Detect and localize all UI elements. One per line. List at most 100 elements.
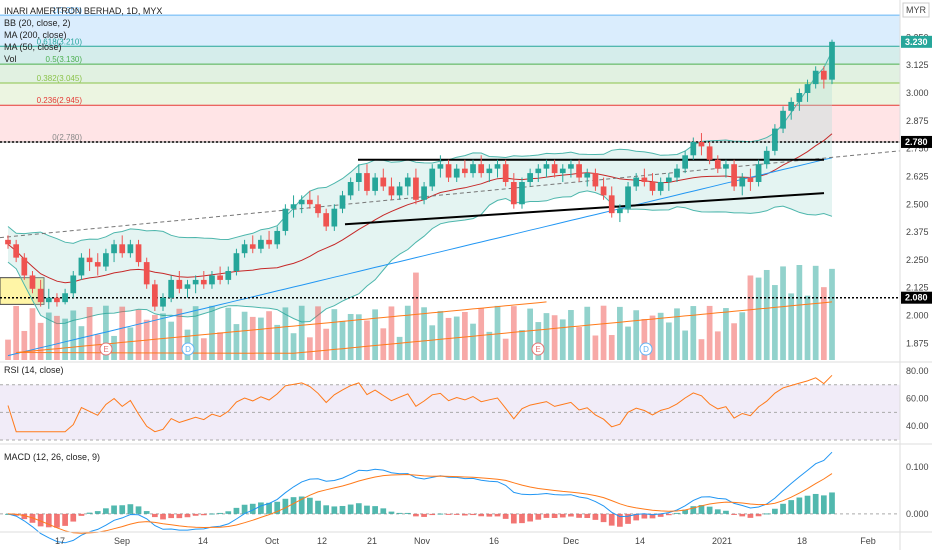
price-tick: 2.500 [906,199,929,209]
candle-body [266,239,272,245]
candle-body [812,70,819,85]
ma200-line-full [293,301,833,354]
candle-body [494,164,501,169]
macd-histogram-bar [168,513,175,519]
candle-body [804,84,811,93]
volume-bar [820,287,827,360]
price-tag-box [901,291,932,304]
price-tick: 2.375 [906,227,929,237]
macd-histogram-bar [200,513,207,516]
volume-bar [94,334,101,360]
trendlines[interactable] [0,141,901,299]
volume-bar [151,314,158,360]
time-tick: 2021 [712,536,732,546]
macd-histogram-bar [339,505,346,514]
candle-body [94,262,101,267]
volume-bar [649,315,656,360]
macd-histogram-bar [747,513,754,518]
candle-body [690,141,697,156]
macd-histogram-bar [380,508,387,514]
macd-histogram-bar [323,505,330,514]
volume-bar [714,331,721,360]
volume-bar [200,338,207,360]
volume-bar [404,305,411,360]
macd-line [7,451,833,544]
candle-body [429,168,436,187]
macd-tick: 0.100 [906,462,929,472]
volume-bar [568,310,574,360]
volume-bar [78,326,85,360]
candle-body [70,275,77,294]
macd-histogram-bar [592,513,599,520]
price-tick: 3.125 [906,60,929,70]
fib-label: 0.5(3.130) [46,55,83,64]
macd-histogram-bar [600,513,607,523]
macd-histogram-bar [510,513,517,524]
macd-histogram-bar [584,513,591,518]
candle-body [747,177,754,182]
volume-bar [772,285,778,360]
macd-histogram-bar [103,508,109,514]
macd-histogram-bar [160,513,166,520]
candle-body [307,199,313,205]
support-line [344,192,825,226]
legend-vol[interactable]: Vol [4,54,17,64]
volume-bar [429,325,436,360]
volume-bar [633,310,640,360]
macd-histogram-bar [494,513,501,517]
macd-histogram-bar [184,513,191,518]
macd-histogram-bar [649,513,656,519]
candle-body [388,186,395,196]
price-tag-label: 3.230 [905,37,928,47]
candle-body [233,253,240,271]
price-tag-label: 2.080 [905,293,928,303]
currency-box[interactable] [902,2,930,18]
legend-ma200[interactable]: MA (200, close) [4,30,67,40]
macd-histogram-bar [307,497,313,514]
macd-histogram-bar [258,502,264,514]
macd-histogram-bar [527,513,533,522]
candle-body [192,279,199,285]
rsi-title[interactable]: RSI (14, close) [4,365,64,375]
volume-bar [54,315,60,360]
macd-histogram-bar [690,506,697,514]
macd-histogram-bar [127,504,134,514]
price-tick: 2.875 [906,116,929,126]
volume-bar [45,312,52,360]
candle-body [217,275,223,280]
volume-bar [535,322,542,360]
candle-body [584,173,591,178]
candle-body [78,257,85,276]
volume-bar [217,332,223,360]
candle-body [576,164,582,178]
event-marker-circle [531,342,545,356]
macd-histogram-bar [94,511,101,514]
candle-body [331,208,338,227]
volume-bar [388,306,395,360]
candle-body [600,186,607,196]
volume-bar [657,312,664,360]
legend-bb[interactable]: BB (20, close, 2) [4,18,71,28]
macd-histogram-bar [714,509,721,514]
macd-histogram-bar [404,512,411,514]
volume-bar [209,305,215,360]
macd-title[interactable]: MACD (12, 26, close, 9) [4,452,100,462]
fib-zone [0,105,900,142]
volume-bar [747,275,754,360]
candle-body [559,168,566,174]
legend-ma50[interactable]: MA (50, close) [4,42,62,52]
macd-histogram-bar [641,513,648,519]
macd-histogram-bar [209,513,215,515]
candle-body [225,271,232,280]
signal-line [7,473,833,534]
volume-bar [608,335,615,360]
event-marker-label: E [103,345,108,354]
volume-bar [486,331,493,360]
candle-body [592,173,599,187]
candle-body [445,164,452,178]
candle-body [396,186,403,196]
candle-body [772,128,778,151]
volume-bar [584,306,591,360]
macd-histogram-bar [731,513,737,515]
